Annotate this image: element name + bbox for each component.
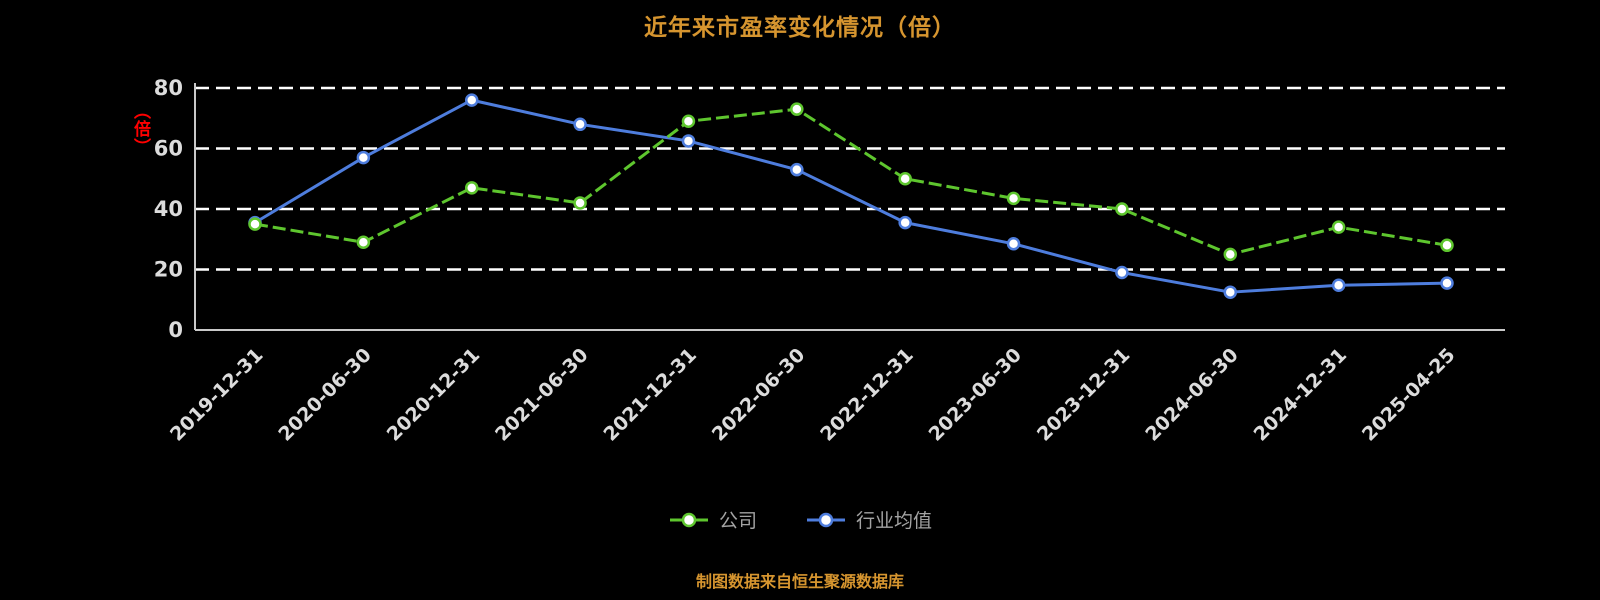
data-point-行业均值-2021-06-30	[573, 117, 587, 132]
data-point-行业均值-2020-12-31	[464, 93, 479, 107]
legend-item-行业均值[interactable]: 行业均值	[805, 506, 932, 533]
x-tick-label-2023-12-31: 2023-12-31	[1033, 344, 1135, 446]
data-point-公司-2025-04-25	[1440, 238, 1454, 253]
y-tick-label-80: 80	[154, 76, 183, 100]
data-point-公司-2019-12-31	[248, 217, 262, 231]
data-point-公司-2020-12-31	[464, 181, 479, 195]
x-tick-label-2021-12-31: 2021-12-31	[599, 344, 701, 446]
x-tick-label-2024-06-30: 2024-06-30	[1141, 344, 1243, 446]
data-point-行业均值-2021-12-31	[681, 134, 696, 148]
data-point-公司-2021-06-30	[573, 196, 587, 210]
x-tick-label-2022-06-30: 2022-06-30	[708, 344, 810, 446]
x-tick-label-2024-12-31: 2024-12-31	[1250, 344, 1352, 446]
legend-marker-icon	[807, 512, 845, 527]
legend-label: 公司	[718, 510, 757, 532]
legend-item-公司[interactable]: 公司	[668, 506, 757, 533]
x-tick-label-2020-06-30: 2020-06-30	[274, 344, 376, 446]
series-line-公司	[254, 107, 1448, 256]
data-point-公司-2024-12-31	[1331, 220, 1346, 234]
data-point-公司-2021-12-31	[681, 114, 696, 129]
legend-label: 行业均值	[856, 510, 933, 532]
y-tick-label-0: 0	[168, 318, 183, 342]
x-tick-label-2019-12-31: 2019-12-31	[166, 344, 268, 446]
x-tick-label-2020-12-31: 2020-12-31	[383, 344, 485, 446]
legend: 公司 行业均值	[0, 506, 1600, 533]
y-axis-unit-label: （倍）	[130, 102, 150, 156]
data-point-公司-2024-06-30	[1223, 247, 1238, 262]
data-point-公司-2022-06-30	[790, 102, 804, 116]
data-point-行业均值-2023-06-30	[1006, 237, 1021, 251]
legend-marker-icon	[669, 512, 708, 527]
series-line-行业均值	[254, 98, 1448, 294]
data-point-行业均值-2025-04-25	[1440, 276, 1454, 290]
data-point-公司-2020-06-30	[356, 235, 371, 250]
source-note: 制图数据来自恒生聚源数据库	[695, 572, 904, 591]
data-point-行业均值-2022-06-30	[790, 162, 804, 177]
data-point-公司-2022-12-31	[898, 172, 912, 186]
y-tick-label-40: 40	[154, 197, 183, 221]
x-tick-label-2023-06-30: 2023-06-30	[925, 344, 1027, 446]
data-point-公司-2023-12-31	[1115, 202, 1129, 216]
chart-title: 近年来市盈率变化情况（倍）	[644, 15, 956, 41]
y-tick-label-60: 60	[154, 137, 183, 161]
data-point-行业均值-2024-12-31	[1331, 278, 1346, 292]
data-point-行业均值-2022-12-31	[898, 215, 912, 230]
data-point-行业均值-2024-06-30	[1223, 285, 1238, 299]
data-point-行业均值-2020-06-30	[356, 150, 371, 165]
y-tick-label-20: 20	[154, 258, 183, 282]
data-point-行业均值-2023-12-31	[1115, 265, 1129, 280]
data-point-公司-2023-06-30	[1006, 191, 1021, 206]
x-tick-label-2022-12-31: 2022-12-31	[816, 344, 918, 446]
x-tick-label-2025-04-25: 2025-04-25	[1358, 344, 1460, 446]
x-tick-label-2021-06-30: 2021-06-30	[491, 344, 593, 446]
